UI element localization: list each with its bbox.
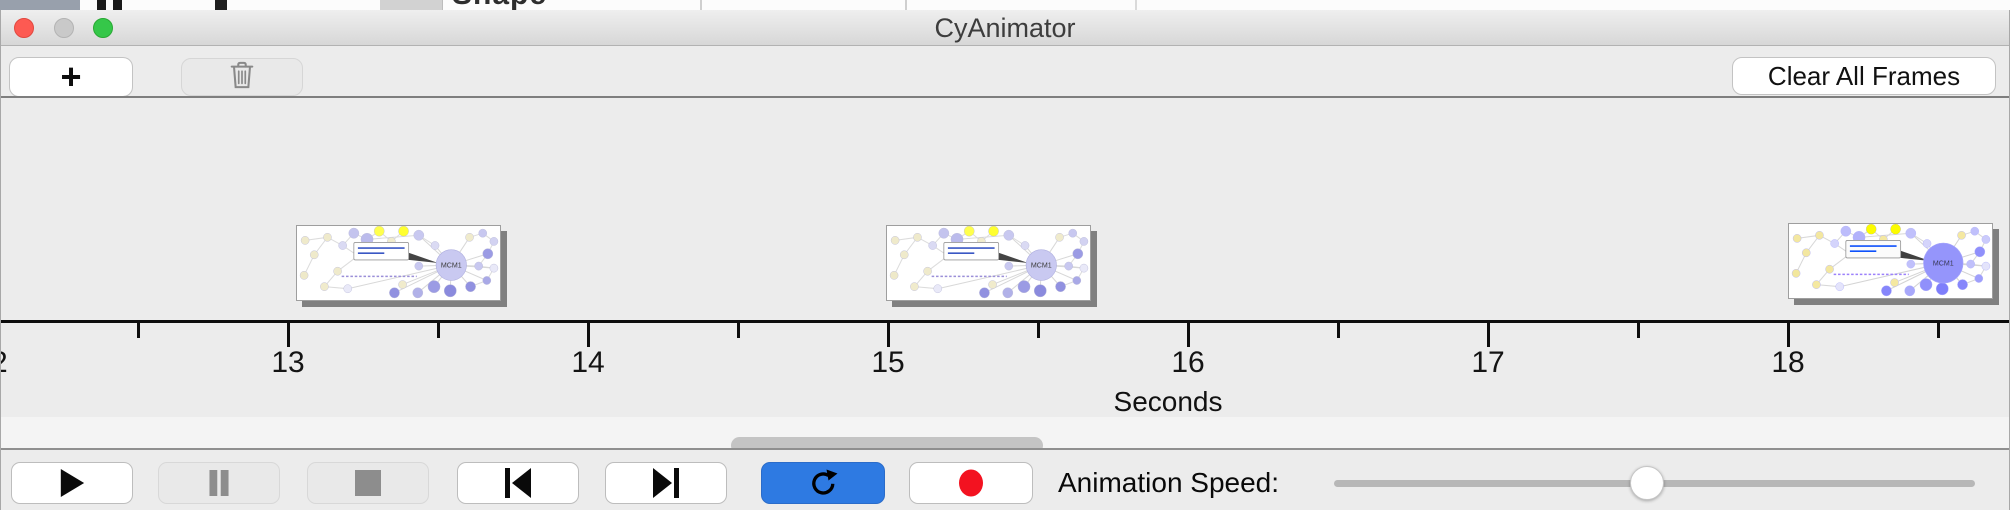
axis-major-tick	[287, 323, 290, 347]
axis-major-tick	[1787, 323, 1790, 347]
axis-minor-tick	[1637, 323, 1640, 338]
timeline-axis	[1, 320, 2009, 323]
pause-button[interactable]	[158, 462, 280, 504]
axis-minor-tick	[137, 323, 140, 338]
scrollbar-thumb[interactable]	[731, 437, 1043, 448]
frame-thumbnail[interactable]: MCM1	[1788, 223, 1993, 299]
animation-speed-label: Animation Speed:	[1058, 467, 1280, 498]
zoom-button[interactable]	[93, 18, 113, 38]
background-fragment	[700, 0, 702, 10]
loop-icon	[811, 469, 837, 495]
speed-slider-knob[interactable]	[1630, 466, 1664, 500]
frame-thumbnail[interactable]: MCM1	[886, 225, 1091, 301]
timeline-panel[interactable]: 12 13 14 15 16 17 18 MCM1 MCM1 MCM1 Seconds	[1, 96, 2009, 448]
loop-button[interactable]	[761, 462, 885, 504]
pause-icon	[209, 470, 229, 496]
close-button[interactable]	[14, 18, 34, 38]
frame-toolbar: + Clear All Frames	[1, 47, 2009, 97]
axis-tick-label: 17	[1471, 346, 1505, 379]
play-button[interactable]	[11, 462, 133, 504]
background-fragment	[0, 0, 80, 10]
background-fragment	[380, 0, 443, 10]
minimize-button[interactable]	[54, 18, 74, 38]
axis-minor-tick	[437, 323, 440, 338]
plus-icon: +	[60, 56, 82, 97]
axis-major-tick	[1487, 323, 1490, 347]
background-fragment	[97, 0, 106, 10]
record-icon	[959, 469, 983, 497]
axis-major-tick	[587, 323, 590, 347]
clear-all-frames-label: Clear All Frames	[1767, 60, 1961, 91]
frame-thumbnail[interactable]: MCM1	[296, 225, 501, 301]
delete-frame-button[interactable]	[181, 58, 303, 96]
record-button[interactable]	[909, 462, 1033, 504]
cyanimator-window: CyAnimator + Clear All Frames	[0, 10, 2010, 510]
axis-minor-tick	[1937, 323, 1940, 338]
network-hub-label: MCM1	[1933, 260, 1954, 268]
axis-tick-label: 14	[571, 346, 605, 379]
axis-tick-label: 13	[271, 346, 305, 379]
axis-tick-label: 15	[871, 346, 905, 379]
background-app-sliver: Shape	[0, 0, 2010, 10]
skip-to-start-button[interactable]	[457, 462, 579, 504]
axis-minor-tick	[1337, 323, 1340, 338]
window-title: CyAnimator	[934, 13, 1076, 43]
stop-icon	[355, 470, 381, 496]
skip-to-end-icon	[653, 468, 679, 498]
background-fragment	[905, 0, 907, 10]
playback-bar: Animation Speed:	[1, 448, 2009, 510]
add-frame-button[interactable]: +	[9, 57, 133, 97]
clear-all-frames-button[interactable]: Clear All Frames	[1732, 57, 1996, 95]
axis-tick-label: 12	[1, 346, 31, 380]
axis-tick-label: 18	[1771, 346, 1805, 379]
background-fragment	[215, 0, 227, 10]
axis-major-tick	[1187, 323, 1190, 347]
background-clipped-label: Shape	[452, 0, 547, 10]
network-hub-label: MCM1	[441, 262, 462, 270]
background-fragment	[1135, 0, 1137, 10]
skip-to-start-icon	[505, 468, 531, 498]
network-hub-label: MCM1	[1031, 262, 1052, 270]
axis-minor-tick	[1037, 323, 1040, 338]
stop-button[interactable]	[307, 462, 429, 504]
axis-tick-label: 16	[1171, 346, 1205, 379]
background-fragment	[113, 0, 122, 10]
title-bar[interactable]: CyAnimator	[1, 10, 2009, 46]
play-icon	[60, 469, 85, 497]
skip-to-end-button[interactable]	[605, 462, 727, 504]
axis-unit-label: Seconds	[1113, 386, 1223, 417]
axis-major-tick	[887, 323, 890, 347]
axis-minor-tick	[737, 323, 740, 338]
trash-icon	[228, 58, 256, 97]
